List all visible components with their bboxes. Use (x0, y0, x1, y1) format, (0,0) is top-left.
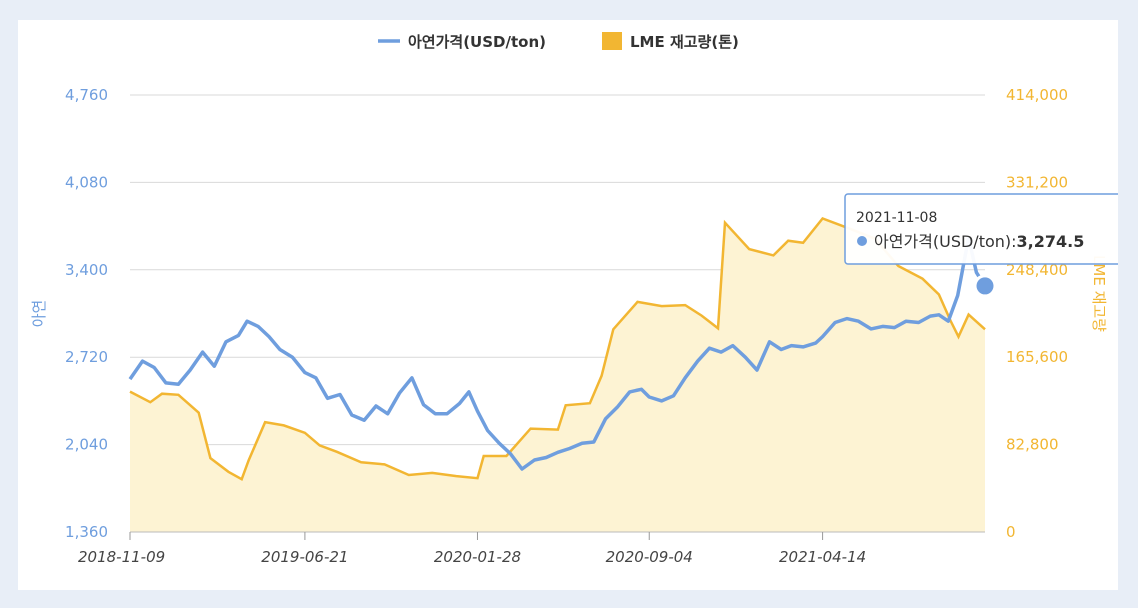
y-left-tick-label: 3,400 (65, 261, 108, 279)
x-tick-label: 2021-04-14 (779, 548, 866, 566)
hover-marker (973, 274, 997, 298)
inventory-area (130, 218, 985, 532)
tooltip-date: 2021-11-08 (856, 210, 937, 226)
y-left-tick-label: 2,040 (65, 436, 108, 454)
x-tick-label: 2019-06-21 (261, 548, 348, 566)
y-left-tick-label: 1,360 (65, 523, 108, 541)
y-right-axis-title: LME 재고량 (1090, 255, 1108, 332)
y-left-tick-label: 4,760 (65, 86, 108, 104)
y-right-tick-label: 331,200 (1006, 173, 1068, 191)
x-tick-label: 2018-11-09 (78, 548, 165, 566)
y-right-tick-label: 165,600 (1006, 348, 1068, 366)
y-left-tick-label: 4,080 (65, 173, 108, 191)
legend-inventory-swatch[interactable] (602, 32, 622, 50)
tooltip-series-label: 아연가격(USD/ton): (874, 232, 1017, 251)
chart-svg: 2018-11-09 2019-06-21 2020-01-28 2020-09-04… (30, 32, 1118, 566)
legend[interactable]: 아연가격(USD/ton) LME 재고량(톤) (378, 32, 739, 51)
tooltip-box (844, 193, 1118, 265)
x-tick-label: 2020-09-04 (606, 548, 693, 566)
zinc-price-line (128, 235, 987, 471)
y-right-tick-label: 248,400 (1006, 261, 1068, 279)
x-tick-label: 2020-01-28 (434, 548, 521, 566)
y-right-tick-label: 82,800 (1006, 436, 1059, 454)
y-right-tick-label: 0 (1006, 523, 1016, 541)
chart-card: 2018-11-09 2019-06-21 2020-01-28 2020-09-04… (18, 20, 1118, 590)
legend-zinc-label[interactable]: 아연가격(USD/ton) (408, 33, 546, 51)
inventory-area-fill (130, 218, 985, 532)
tooltip: 2021-11-08 아연가격(USD/ton): 3,274.5 (844, 193, 1118, 298)
tooltip-value: 3,274.5 (1017, 232, 1085, 251)
y-left-tick-label: 2,720 (65, 348, 108, 366)
y-left-axis-title: 아연 (30, 300, 48, 328)
y-right-tick-label: 414,000 (1006, 86, 1068, 104)
legend-inventory-label[interactable]: LME 재고량(톤) (630, 33, 739, 51)
tooltip-series-dot (857, 236, 867, 246)
axes: 2018-11-09 2019-06-21 2020-01-28 2020-09-04… (30, 86, 1108, 566)
